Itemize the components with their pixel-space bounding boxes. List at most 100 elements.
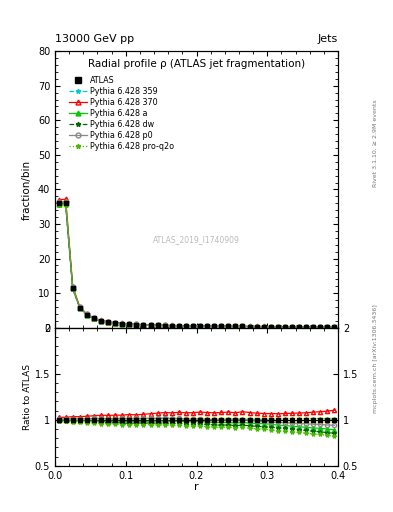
Pythia 6.428 370 (106, 318, 110, 325)
Pythia 6.428 359 (247, 324, 252, 330)
ATLAS (290, 324, 294, 330)
Pythia 6.428 359 (56, 200, 61, 206)
Pythia 6.428 370 (240, 323, 245, 329)
ATLAS (261, 324, 266, 330)
Pythia 6.428 pro-q2o (92, 315, 96, 322)
Pythia 6.428 dw (254, 324, 259, 330)
Pythia 6.428 a (155, 322, 160, 328)
Pythia 6.428 370 (297, 324, 301, 330)
Pythia 6.428 a (127, 321, 132, 327)
Pythia 6.428 a (318, 324, 323, 330)
Pythia 6.428 dw (106, 319, 110, 325)
Pythia 6.428 a (304, 324, 309, 330)
Pythia 6.428 359 (226, 323, 231, 329)
Pythia 6.428 a (99, 318, 103, 324)
Pythia 6.428 pro-q2o (304, 324, 309, 330)
Pythia 6.428 dw (56, 202, 61, 208)
Pythia 6.428 a (120, 321, 125, 327)
Pythia 6.428 pro-q2o (268, 324, 273, 330)
ATLAS (233, 324, 238, 330)
Pythia 6.428 370 (247, 324, 252, 330)
Pythia 6.428 a (332, 324, 337, 330)
Pythia 6.428 p0 (99, 317, 103, 324)
ATLAS (63, 200, 68, 206)
Pythia 6.428 a (325, 324, 330, 330)
ATLAS (191, 323, 195, 329)
Pythia 6.428 pro-q2o (84, 312, 89, 318)
ATLAS (212, 323, 217, 329)
Pythia 6.428 a (184, 323, 188, 329)
ATLAS (127, 321, 132, 327)
Pythia 6.428 dw (84, 312, 89, 318)
Pythia 6.428 pro-q2o (141, 322, 146, 328)
Pythia 6.428 dw (92, 315, 96, 322)
Pythia 6.428 pro-q2o (198, 323, 202, 329)
ATLAS (275, 324, 280, 330)
Pythia 6.428 p0 (70, 284, 75, 290)
Pythia 6.428 p0 (297, 324, 301, 330)
Pythia 6.428 a (283, 324, 287, 330)
Pythia 6.428 dw (304, 324, 309, 330)
ATLAS (304, 324, 309, 330)
ATLAS (254, 324, 259, 330)
Pythia 6.428 359 (113, 320, 118, 326)
Pythia 6.428 pro-q2o (56, 202, 61, 208)
Pythia 6.428 p0 (113, 320, 118, 326)
Pythia 6.428 pro-q2o (191, 323, 195, 329)
Pythia 6.428 p0 (233, 324, 238, 330)
Pythia 6.428 dw (275, 324, 280, 330)
Pythia 6.428 359 (318, 324, 323, 330)
Pythia 6.428 p0 (184, 323, 188, 329)
Pythia 6.428 370 (254, 324, 259, 330)
Pythia 6.428 dw (198, 323, 202, 329)
Pythia 6.428 pro-q2o (184, 323, 188, 329)
Pythia 6.428 dw (99, 318, 103, 324)
Pythia 6.428 p0 (77, 304, 82, 310)
Pythia 6.428 359 (84, 311, 89, 317)
Pythia 6.428 dw (325, 324, 330, 330)
ATLAS (184, 323, 188, 329)
Pythia 6.428 359 (176, 323, 181, 329)
Pythia 6.428 dw (297, 324, 301, 330)
Pythia 6.428 a (261, 324, 266, 330)
Y-axis label: Ratio to ATLAS: Ratio to ATLAS (23, 364, 32, 430)
Pythia 6.428 a (297, 324, 301, 330)
Pythia 6.428 359 (212, 323, 217, 329)
Pythia 6.428 359 (148, 322, 153, 328)
Pythia 6.428 370 (332, 324, 337, 330)
Pythia 6.428 p0 (176, 323, 181, 329)
Pythia 6.428 dw (169, 323, 174, 329)
Pythia 6.428 p0 (155, 322, 160, 328)
Pythia 6.428 p0 (120, 321, 125, 327)
Pythia 6.428 p0 (318, 324, 323, 330)
Pythia 6.428 pro-q2o (219, 324, 224, 330)
Pythia 6.428 370 (84, 311, 89, 317)
Pythia 6.428 p0 (325, 324, 330, 330)
Pythia 6.428 pro-q2o (240, 324, 245, 330)
Pythia 6.428 p0 (205, 323, 209, 329)
ATLAS (240, 324, 245, 330)
Pythia 6.428 370 (283, 324, 287, 330)
Pythia 6.428 dw (219, 323, 224, 329)
Pythia 6.428 370 (162, 322, 167, 328)
Pythia 6.428 pro-q2o (275, 324, 280, 330)
Pythia 6.428 370 (113, 319, 118, 326)
Text: Jets: Jets (318, 33, 338, 44)
Pythia 6.428 a (254, 324, 259, 330)
Pythia 6.428 370 (268, 324, 273, 330)
Pythia 6.428 359 (240, 324, 245, 330)
Pythia 6.428 pro-q2o (297, 324, 301, 330)
Pythia 6.428 359 (155, 322, 160, 328)
Pythia 6.428 359 (134, 322, 139, 328)
Text: Rivet 3.1.10, ≥ 2.9M events: Rivet 3.1.10, ≥ 2.9M events (373, 99, 378, 187)
ATLAS (162, 323, 167, 329)
Pythia 6.428 dw (233, 324, 238, 330)
Pythia 6.428 359 (198, 323, 202, 329)
ATLAS (106, 319, 110, 325)
Pythia 6.428 pro-q2o (332, 324, 337, 330)
Pythia 6.428 pro-q2o (311, 324, 316, 330)
Pythia 6.428 dw (70, 286, 75, 292)
ATLAS (247, 324, 252, 330)
Pythia 6.428 p0 (254, 324, 259, 330)
Pythia 6.428 pro-q2o (63, 202, 68, 208)
